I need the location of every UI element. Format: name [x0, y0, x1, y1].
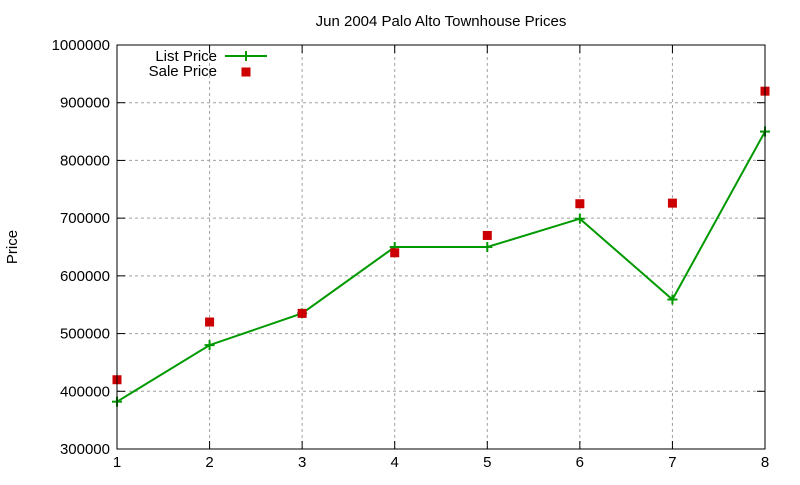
plot-series — [112, 86, 770, 407]
data-point — [205, 317, 215, 327]
series-line — [116, 131, 766, 403]
y-tick-label: 1000000 — [52, 37, 110, 54]
x-axis-ticks: 1 2 3 4 5 6 7 8 — [113, 45, 769, 471]
x-tick-label: 4 — [391, 454, 399, 471]
data-point — [390, 248, 400, 258]
plot-border — [116, 44, 766, 450]
legend-item-list-price: List Price — [155, 48, 267, 65]
data-point — [667, 198, 677, 208]
x-tick-label: 7 — [668, 454, 676, 471]
data-point — [297, 308, 307, 318]
data-point — [574, 213, 585, 224]
square-marker-icon — [241, 67, 251, 77]
plus-marker-icon — [225, 51, 267, 61]
series-list-price — [112, 126, 770, 407]
x-tick-label: 3 — [298, 454, 306, 471]
x-tick-label: 2 — [205, 454, 213, 471]
legend-label-sale-price: Sale Price — [149, 63, 217, 80]
x-tick-label: 5 — [483, 454, 491, 471]
data-point — [575, 199, 585, 209]
data-point — [667, 294, 678, 305]
data-point — [482, 242, 493, 252]
data-point — [204, 340, 215, 351]
data-point — [482, 230, 492, 240]
grid-lines — [117, 45, 765, 449]
chart-title: Jun 2004 Palo Alto Townhouse Prices — [316, 13, 567, 30]
y-axis-label: Price — [4, 230, 21, 264]
legend-label-list-price: List Price — [155, 48, 217, 65]
y-tick-label: 800000 — [60, 152, 110, 169]
y-tick-label: 600000 — [60, 268, 110, 285]
y-tick-label: 500000 — [60, 326, 110, 343]
y-tick-label: 300000 — [60, 441, 110, 458]
legend: List Price Sale Price — [149, 48, 267, 80]
y-tick-label: 700000 — [60, 210, 110, 227]
legend-item-sale-price: Sale Price — [149, 63, 251, 80]
series-sale-price — [112, 86, 770, 385]
y-axis-ticks: 300000 400000 500000 600000 700000 800000 9000… — [52, 37, 765, 458]
x-tick-label: 1 — [113, 454, 121, 471]
y-tick-label: 900000 — [60, 95, 110, 112]
x-tick-label: 6 — [576, 454, 584, 471]
y-tick-label: 400000 — [60, 383, 110, 400]
x-tick-label: 8 — [761, 454, 769, 471]
